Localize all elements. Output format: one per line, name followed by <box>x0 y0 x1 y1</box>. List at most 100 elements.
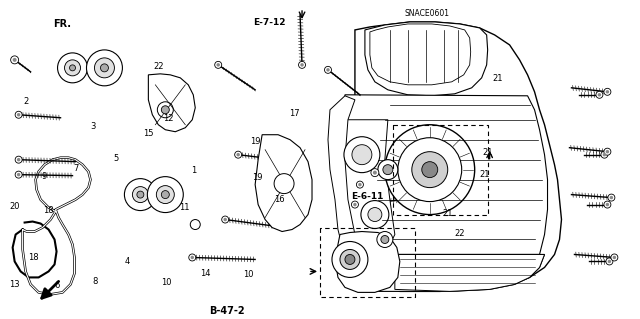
Circle shape <box>324 66 332 73</box>
Circle shape <box>216 63 220 67</box>
Circle shape <box>65 60 81 76</box>
Text: 18: 18 <box>29 253 39 262</box>
Text: 10: 10 <box>161 278 172 287</box>
Circle shape <box>398 138 461 202</box>
Circle shape <box>352 145 372 165</box>
Circle shape <box>221 216 228 223</box>
Circle shape <box>137 191 144 198</box>
Text: 22: 22 <box>154 62 164 71</box>
Circle shape <box>607 260 611 263</box>
Circle shape <box>191 256 194 259</box>
Text: B-47-2: B-47-2 <box>209 306 245 316</box>
Circle shape <box>161 190 170 199</box>
Circle shape <box>605 150 609 153</box>
Circle shape <box>17 173 20 176</box>
Polygon shape <box>255 135 312 232</box>
Text: 1: 1 <box>191 166 196 175</box>
Circle shape <box>373 171 377 174</box>
Text: 21: 21 <box>492 74 503 84</box>
Circle shape <box>381 235 389 243</box>
Text: 5: 5 <box>113 154 118 163</box>
Circle shape <box>351 201 358 208</box>
Text: 9: 9 <box>42 172 47 181</box>
Circle shape <box>605 203 609 206</box>
Text: 17: 17 <box>289 108 300 117</box>
Circle shape <box>361 201 389 228</box>
Text: 12: 12 <box>163 114 173 123</box>
Text: 7: 7 <box>74 164 79 173</box>
Text: 21: 21 <box>442 209 453 219</box>
Circle shape <box>340 249 360 270</box>
Text: E-6-11: E-6-11 <box>351 192 383 201</box>
Circle shape <box>95 58 115 78</box>
Text: 18: 18 <box>44 206 54 215</box>
Polygon shape <box>335 22 561 291</box>
Circle shape <box>368 208 382 221</box>
Circle shape <box>604 88 611 95</box>
Circle shape <box>358 183 362 186</box>
Circle shape <box>11 56 19 64</box>
Circle shape <box>356 181 364 188</box>
Circle shape <box>132 187 148 203</box>
Circle shape <box>298 61 305 68</box>
Circle shape <box>604 201 611 208</box>
Circle shape <box>70 65 76 71</box>
Circle shape <box>608 194 615 201</box>
Circle shape <box>603 153 606 156</box>
Text: 20: 20 <box>10 202 20 211</box>
Circle shape <box>610 196 613 199</box>
Text: 3: 3 <box>91 122 96 131</box>
Polygon shape <box>370 24 470 85</box>
Circle shape <box>422 162 438 178</box>
Text: 22: 22 <box>454 228 465 238</box>
Polygon shape <box>395 255 545 291</box>
Circle shape <box>612 256 616 259</box>
Circle shape <box>326 68 330 71</box>
Circle shape <box>344 137 380 173</box>
Circle shape <box>371 169 379 177</box>
Text: 21: 21 <box>479 170 490 179</box>
Circle shape <box>147 177 183 212</box>
Circle shape <box>13 58 17 62</box>
Circle shape <box>332 241 368 278</box>
Circle shape <box>157 102 173 118</box>
Circle shape <box>611 254 618 261</box>
Circle shape <box>601 151 608 158</box>
Circle shape <box>235 151 242 158</box>
Circle shape <box>124 179 156 211</box>
Circle shape <box>345 255 355 264</box>
Circle shape <box>596 91 603 98</box>
Text: 21: 21 <box>482 148 493 157</box>
Text: SNACE0601: SNACE0601 <box>404 9 450 18</box>
Circle shape <box>300 63 304 67</box>
Text: 10: 10 <box>243 270 253 279</box>
Circle shape <box>377 232 393 248</box>
Circle shape <box>604 148 611 155</box>
Circle shape <box>161 106 170 114</box>
Circle shape <box>606 258 613 265</box>
Circle shape <box>412 152 448 188</box>
Text: 8: 8 <box>93 277 98 286</box>
Text: E-7-12: E-7-12 <box>253 19 285 27</box>
Circle shape <box>274 174 294 194</box>
Text: 15: 15 <box>143 129 154 137</box>
Text: 13: 13 <box>10 280 20 289</box>
Circle shape <box>383 165 393 174</box>
Circle shape <box>353 203 356 206</box>
Text: 6: 6 <box>54 281 60 290</box>
Circle shape <box>236 153 240 156</box>
Circle shape <box>156 186 174 204</box>
Text: 4: 4 <box>125 256 130 265</box>
Circle shape <box>17 113 20 116</box>
Polygon shape <box>365 22 488 96</box>
Polygon shape <box>340 120 395 248</box>
Polygon shape <box>355 255 545 291</box>
Circle shape <box>15 156 22 163</box>
Polygon shape <box>345 95 548 255</box>
Polygon shape <box>328 96 360 255</box>
Circle shape <box>385 125 475 215</box>
Circle shape <box>86 50 122 86</box>
Text: 19: 19 <box>250 137 260 146</box>
Circle shape <box>190 219 200 229</box>
Circle shape <box>215 61 221 68</box>
